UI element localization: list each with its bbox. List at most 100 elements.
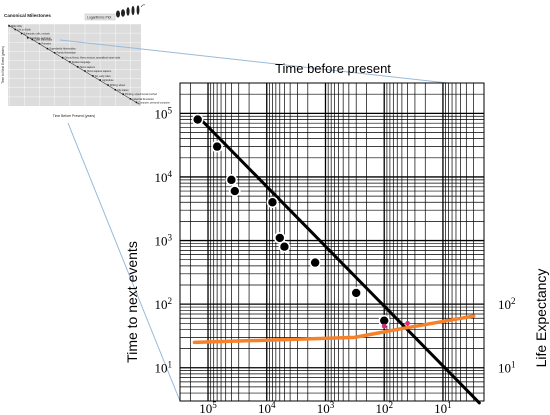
x-tick-label: 103 bbox=[317, 400, 335, 415]
data-point bbox=[227, 175, 236, 185]
life-expectancy-point bbox=[405, 320, 410, 326]
inset-data-point bbox=[129, 98, 132, 100]
data-point bbox=[351, 288, 361, 298]
y-tick-label: 103 bbox=[154, 233, 172, 249]
inset-annotation: Superfamily Hominoidea bbox=[49, 48, 76, 51]
main-series bbox=[191, 113, 481, 405]
y-tick-label: 105 bbox=[154, 105, 172, 121]
inset-annotation: Milky Way bbox=[11, 25, 23, 28]
inset-data-point bbox=[114, 88, 117, 91]
y2-axis-title: Life Expectancy bbox=[533, 269, 549, 368]
y-tick-label-base: 10 bbox=[154, 361, 167, 376]
inset-title: Canonical Milestones bbox=[4, 13, 51, 18]
y-tick-label-base: 10 bbox=[154, 234, 167, 249]
inset-scale-badge: Logarithmic Plot bbox=[87, 16, 111, 20]
x-tick-label: 102 bbox=[375, 400, 393, 415]
x-tick-label: 104 bbox=[258, 400, 276, 415]
data-point bbox=[310, 258, 320, 267]
inset-data-point bbox=[99, 79, 102, 81]
inset-chart: Canonical Milestones Logarithmic Plot Mi… bbox=[1, 4, 170, 122]
inset-grid bbox=[8, 23, 141, 106]
inset-annotation: Printing, experimental method bbox=[125, 93, 157, 96]
inset-data-point bbox=[84, 70, 86, 72]
x-tick-label-exponent: 1 bbox=[447, 400, 452, 410]
y2-tick-label-base: 10 bbox=[498, 361, 511, 376]
y-tick-label-base: 10 bbox=[154, 106, 167, 121]
inset-data-point bbox=[122, 93, 125, 96]
inset-data-point bbox=[31, 38, 34, 41]
inset-annotation: Industrial Revolution bbox=[132, 98, 154, 101]
x-tick-label-exponent: 3 bbox=[330, 400, 335, 410]
inset-data-point bbox=[91, 75, 94, 77]
inset-data-point bbox=[76, 65, 79, 68]
x-tick-label-base: 10 bbox=[199, 401, 212, 415]
x-tick-label-base: 10 bbox=[258, 401, 271, 415]
data-point bbox=[230, 186, 239, 196]
y-tick-label-exponent: 5 bbox=[167, 105, 172, 115]
y2-tick-label-exponent: 1 bbox=[511, 360, 516, 370]
inset-trend-line bbox=[7, 24, 140, 105]
inset-x-axis-title: Time Before Present (years) bbox=[53, 114, 95, 118]
inset-annotation: Class Mammalia bbox=[34, 38, 52, 41]
inset-data-point bbox=[14, 28, 17, 31]
inset-annotation: Family Hominidae bbox=[57, 52, 77, 55]
y-tick-label: 102 bbox=[154, 296, 172, 312]
x-tick-label: 101 bbox=[434, 400, 452, 415]
inset-annotation: Eukaryotic cells, meiosis bbox=[24, 33, 51, 36]
y-tick-label-base: 10 bbox=[154, 170, 167, 185]
x-tick-label-base: 10 bbox=[375, 401, 388, 415]
inset-annotation: City states bbox=[117, 89, 129, 92]
inset-data-point bbox=[68, 60, 71, 63]
inset-data-point bbox=[107, 84, 109, 86]
life-expectancy-line bbox=[192, 314, 476, 345]
y-tick-label-exponent: 1 bbox=[167, 360, 172, 370]
inset-annotation: Writing, wheel bbox=[110, 84, 125, 87]
inset-annotation: Cambrian explosion bbox=[30, 37, 52, 40]
life-expectancy-point bbox=[381, 323, 387, 329]
data-point bbox=[275, 233, 284, 243]
inset-data-point bbox=[53, 51, 56, 54]
y2-tick-label-base: 10 bbox=[498, 297, 511, 312]
zoom-connector-top bbox=[59, 39, 485, 88]
trend-line bbox=[196, 114, 481, 405]
inset-annotation: Art, early cities bbox=[95, 75, 111, 78]
inset-data-point bbox=[46, 47, 49, 50]
inset-annotation: Primates bbox=[42, 43, 52, 46]
y-tick-label: 104 bbox=[154, 169, 172, 185]
data-point bbox=[268, 198, 277, 207]
x-tick-label-base: 10 bbox=[434, 401, 447, 415]
inset-annotation: Computer, personal computer bbox=[138, 101, 170, 104]
inset-data-point bbox=[38, 42, 41, 45]
chart-title: Time before present bbox=[275, 61, 391, 76]
data-point bbox=[380, 316, 389, 325]
inset-data-point bbox=[135, 101, 138, 104]
y-tick-label: 101 bbox=[154, 360, 172, 376]
x-tick-label-exponent: 4 bbox=[271, 400, 276, 410]
inset-annotation: Homo sapiens bbox=[80, 66, 96, 69]
data-point bbox=[280, 242, 289, 251]
x-tick-label-exponent: 2 bbox=[388, 400, 393, 410]
y2-tick-label: 102 bbox=[498, 296, 516, 312]
inset-annotation: Agriculture bbox=[102, 79, 114, 82]
x-tick-label-exponent: 5 bbox=[212, 400, 217, 410]
y2-tick-label: 101 bbox=[498, 360, 516, 376]
zoom-connectors bbox=[59, 39, 485, 402]
inset-y-axis-title: Time to Next Event (years) bbox=[1, 46, 5, 84]
data-point bbox=[212, 142, 222, 151]
inset-annotation: Homo sapiens sapiens bbox=[87, 70, 112, 73]
inset-data-point bbox=[20, 32, 23, 35]
main-plot-area bbox=[179, 82, 485, 402]
inset-data-point bbox=[8, 25, 11, 27]
y-tick-label-exponent: 2 bbox=[167, 296, 172, 306]
x-tick-label: 105 bbox=[199, 400, 217, 415]
inset-scale-badge-box bbox=[84, 13, 116, 21]
data-point bbox=[193, 115, 202, 124]
inset-series bbox=[7, 24, 140, 105]
y-tick-label-exponent: 3 bbox=[167, 233, 172, 243]
inset-annotation: Spoken language bbox=[72, 61, 91, 64]
y-axis-title: Time to next events bbox=[124, 241, 140, 363]
